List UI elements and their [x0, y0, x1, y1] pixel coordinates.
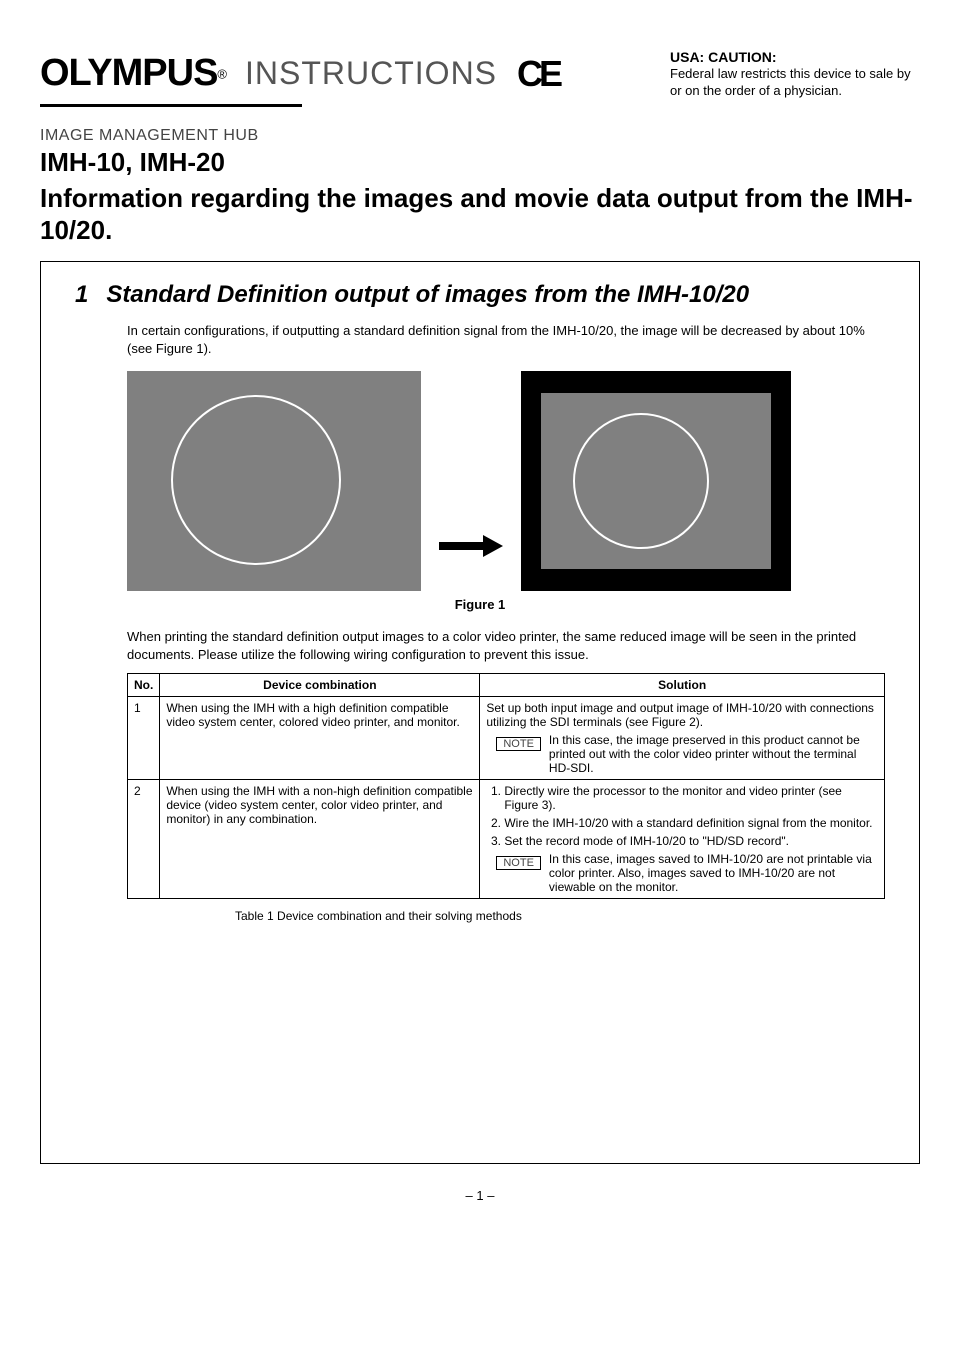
instructions-label: INSTRUCTIONS — [245, 55, 497, 92]
circle-icon — [171, 395, 341, 565]
figure-1-before-image — [127, 371, 421, 591]
section-1-para-2: When printing the standard definition ou… — [127, 628, 885, 663]
table-row: 2 When using the IMH with a non-high def… — [128, 780, 885, 899]
cell-no: 1 — [128, 697, 160, 780]
brand-block: OLYMPUS® — [40, 52, 227, 95]
device-table: No. Device combination Solution 1 When u… — [127, 673, 885, 899]
note-text: In this case, the image preserved in thi… — [547, 733, 878, 775]
registered-mark: ® — [217, 67, 227, 82]
list-item: Directly wire the processor to the monit… — [504, 784, 878, 812]
brand-name: OLYMPUS — [40, 52, 217, 94]
usa-caution-title: USA: CAUTION: — [670, 48, 920, 66]
col-solution: Solution — [480, 674, 885, 697]
solution-lead: Set up both input image and output image… — [486, 701, 878, 729]
cell-combo: When using the IMH with a high definitio… — [160, 697, 480, 780]
cell-solution: Directly wire the processor to the monit… — [480, 780, 885, 899]
page-number: – 1 – — [40, 1188, 920, 1203]
usa-caution-block: USA: CAUTION: Federal law restricts this… — [670, 48, 920, 100]
usa-caution-body: Federal law restricts this device to sal… — [670, 66, 920, 100]
solution-list: Directly wire the processor to the monit… — [504, 784, 878, 848]
col-combo: Device combination — [160, 674, 480, 697]
ce-mark-icon: CE — [517, 53, 559, 95]
document-header: OLYMPUS® INSTRUCTIONS CE USA: CAUTION: F… — [40, 48, 920, 100]
col-no: No. — [128, 674, 160, 697]
table-1-caption: Table 1 Device combination and their sol… — [235, 909, 885, 923]
model-numbers: IMH-10, IMH-20 — [40, 147, 920, 178]
note-text: In this case, images saved to IMH-10/20 … — [547, 852, 878, 894]
note-label: NOTE — [496, 856, 541, 870]
table-row: 1 When using the IMH with a high definit… — [128, 697, 885, 780]
cell-solution: Set up both input image and output image… — [480, 697, 885, 780]
list-item: Set the record mode of IMH-10/20 to "HD/… — [504, 834, 878, 848]
cell-no: 2 — [128, 780, 160, 899]
note-label: NOTE — [496, 737, 541, 751]
figure-1-caption: Figure 1 — [75, 597, 885, 612]
figure-1-after-image — [521, 371, 791, 591]
list-item: Wire the IMH-10/20 with a standard defin… — [504, 816, 878, 830]
section-number: 1 — [75, 280, 88, 310]
cell-combo: When using the IMH with a non-high defin… — [160, 780, 480, 899]
circle-icon — [573, 413, 709, 549]
note-block: NOTE In this case, images saved to IMH-1… — [486, 852, 878, 894]
figure-1 — [127, 371, 885, 591]
document-title: Information regarding the images and mov… — [40, 182, 920, 247]
table-header-row: No. Device combination Solution — [128, 674, 885, 697]
product-category: IMAGE MANAGEMENT HUB — [40, 127, 920, 145]
main-content-box: 1 Standard Definition output of images f… — [40, 261, 920, 1164]
arrow-right-icon — [439, 535, 503, 557]
note-block: NOTE In this case, the image preserved i… — [486, 733, 878, 775]
brand-underline — [40, 104, 302, 107]
section-1-para-1: In certain configurations, if outputting… — [127, 322, 885, 357]
figure-1-after-inner — [541, 393, 771, 569]
section-1-heading: 1 Standard Definition output of images f… — [75, 280, 885, 310]
section-title: Standard Definition output of images fro… — [106, 280, 749, 310]
